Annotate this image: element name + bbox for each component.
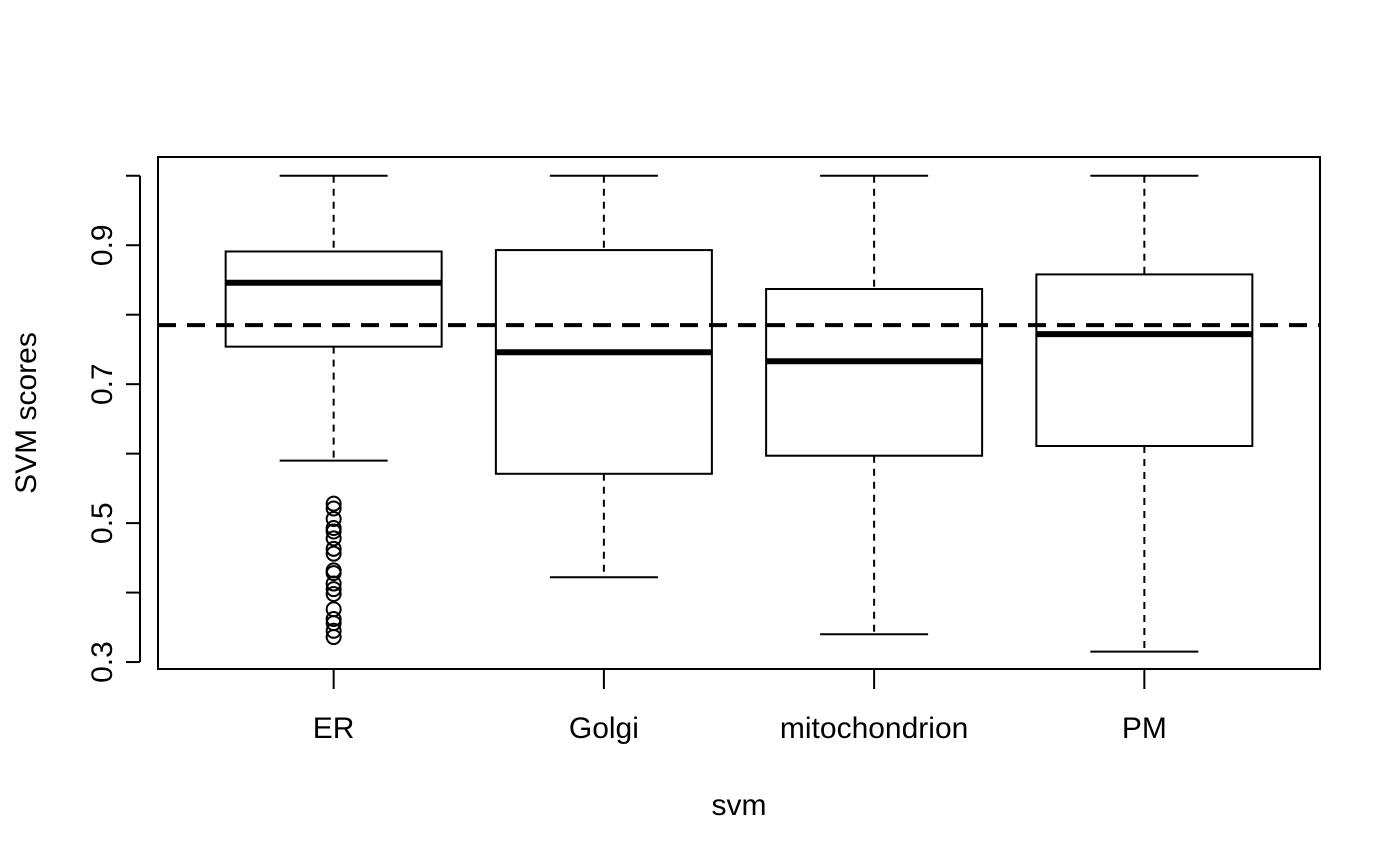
outlier-point [325,510,342,527]
outlier-point [325,622,342,639]
box-body [1035,273,1254,447]
outlier-point [325,530,342,547]
box-golgi [494,174,713,579]
y-tick-label: 0.5 [86,502,119,544]
y-tick-label: 0.3 [86,641,119,683]
outlier-point [325,601,342,618]
y-axis: 0.3 0.5 0.7 0.9 [86,174,141,683]
outlier-point [325,545,342,562]
outlier-point [325,585,342,602]
box-body [224,250,443,348]
outlier-point [325,500,342,517]
x-axis: ER Golgi mitochondrion PM [313,669,1167,745]
box-body [765,287,984,457]
outlier-point [325,495,342,512]
x-tick-label: mitochondrion [780,712,968,745]
x-axis-label: svm [712,789,767,822]
outlier-point [325,562,342,579]
x-tick-label: PM [1122,712,1167,745]
outlier-point [325,581,342,598]
outlier-point [325,519,342,536]
box-pm [1035,174,1254,653]
y-tick-label: 0.9 [86,224,119,266]
y-axis-label: SVM scores [10,332,43,494]
box-body [494,249,713,475]
outlier-point [325,540,342,557]
boxes [224,174,1254,653]
outlier-point [325,610,342,627]
plot-frame [157,156,1321,670]
y-tick-label: 0.7 [86,363,119,405]
box-er [224,174,443,646]
x-tick-label: Golgi [569,712,639,745]
x-tick-label: ER [313,712,355,745]
box-mitochondrion [765,174,984,636]
